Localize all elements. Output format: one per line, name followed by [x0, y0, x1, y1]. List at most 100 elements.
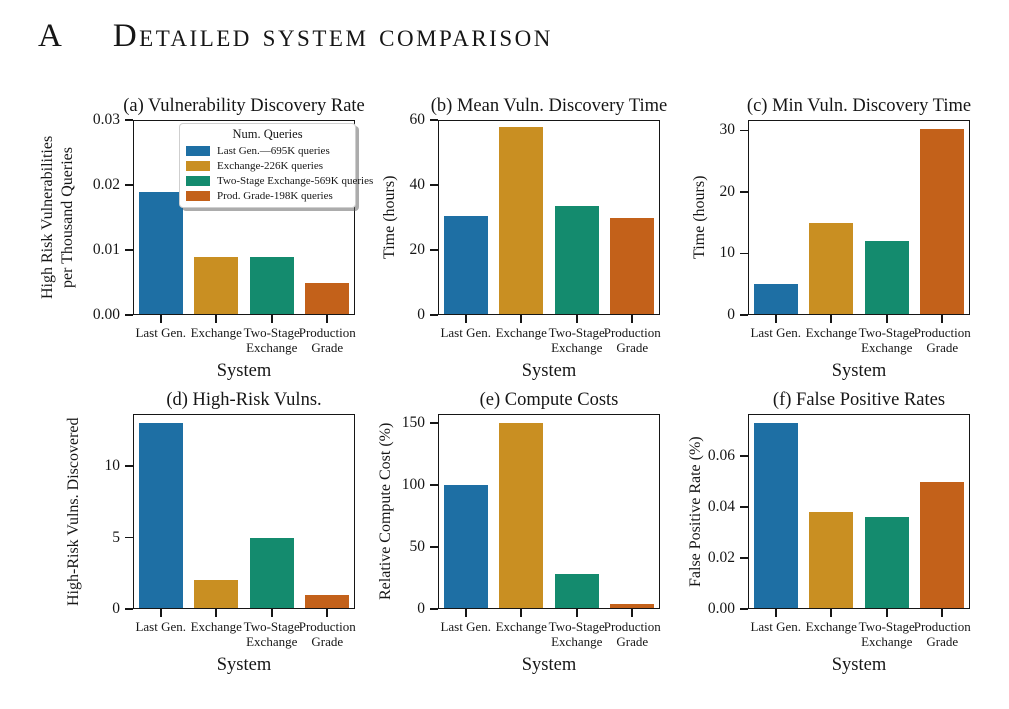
y-tick — [125, 184, 133, 186]
y-tick-label: 20 — [719, 182, 736, 200]
chart-a: (a) Vulnerability Discovery Rate High Ris… — [38, 94, 373, 386]
y-tick — [740, 314, 748, 316]
bar-e-3 — [610, 604, 655, 608]
y-tick-label: 0.01 — [92, 241, 120, 258]
x-tick-label: Last Gen. — [440, 619, 492, 634]
x-tick — [215, 609, 218, 617]
y-tick-label: 100 — [401, 476, 425, 494]
y-tick-label: 0 — [112, 600, 120, 617]
x-tick — [520, 609, 523, 617]
x-tick-label: Exchange — [805, 325, 857, 340]
chart-c: (c) Min Vuln. Discovery Time Time (hours)… — [680, 94, 976, 386]
legend-swatch — [186, 146, 210, 156]
y-tick — [740, 608, 748, 610]
x-tick — [464, 609, 467, 617]
x-tick — [774, 315, 777, 323]
y-axis-label: Time (hours) — [381, 175, 398, 260]
y-tick — [740, 191, 748, 193]
y-tick-label: 10 — [719, 244, 736, 262]
chart-title: (b) Mean Vuln. Discovery Time — [430, 96, 668, 116]
bar-f-1 — [809, 512, 854, 608]
x-axis-label: System — [216, 655, 272, 675]
x-tick-label: Production Grade — [603, 619, 661, 649]
x-tick-label: Two-Stage Exchange — [243, 325, 300, 355]
bar-d-1 — [194, 580, 239, 608]
x-tick-label: Last Gen. — [750, 325, 802, 340]
x-tick — [575, 315, 578, 323]
y-tick — [740, 557, 748, 559]
y-tick — [740, 129, 748, 132]
x-tick-label: Two-Stage Exchange — [548, 619, 605, 649]
y-tick — [125, 119, 133, 121]
legend-title: Num. Queries — [232, 127, 303, 141]
y-tick — [430, 314, 438, 316]
x-axis-label: System — [831, 655, 887, 675]
chart-f: (f) False Positive Rates False Positive R… — [680, 388, 976, 680]
x-axis-label: System — [831, 361, 887, 381]
y-tick — [430, 484, 438, 487]
y-tick-label: 0.02 — [707, 549, 735, 567]
x-tick — [830, 609, 833, 617]
bar-e-2 — [554, 574, 599, 608]
y-tick-label: 50 — [409, 538, 426, 556]
y-tick-label: 150 — [401, 414, 425, 432]
bar-d-2 — [249, 537, 294, 608]
section-label: A — [38, 18, 63, 54]
chart-title: (a) Vulnerability Discovery Rate — [123, 96, 365, 116]
bar-b-3 — [610, 217, 655, 314]
x-tick-label: Two-Stage Exchange — [243, 619, 300, 649]
legend-entry: Last Gen.—695K queries — [186, 145, 349, 157]
x-tick-label: Production Grade — [298, 619, 356, 649]
x-axis-label: System — [216, 361, 272, 381]
x-tick-label: Last Gen. — [750, 619, 802, 634]
legend-swatch — [186, 176, 210, 186]
section-heading: A Detailed system comparison — [38, 18, 553, 55]
x-tick — [159, 609, 162, 617]
y-tick-label: 0.00 — [92, 306, 120, 323]
y-tick-label: 0.04 — [707, 498, 735, 516]
y-tick-label: 60 — [409, 111, 426, 128]
x-tick — [774, 609, 777, 617]
chart-title: (d) High-Risk Vulns. — [166, 390, 322, 410]
bar-b-0 — [443, 215, 488, 314]
y-tick-label: 0 — [417, 600, 425, 617]
y-tick-label: 0 — [727, 306, 735, 323]
y-tick — [740, 455, 748, 458]
y-tick-label: 0.02 — [92, 176, 120, 193]
bar-a-0 — [138, 191, 183, 314]
x-tick-label: Production Grade — [603, 325, 661, 355]
y-tick-label: 10 — [104, 457, 121, 475]
x-tick — [270, 609, 273, 617]
y-tick — [125, 536, 133, 539]
x-tick — [631, 609, 634, 617]
x-tick-label: Exchange — [190, 325, 242, 340]
y-tick — [430, 422, 438, 425]
x-tick-label: Two-Stage Exchange — [858, 619, 915, 649]
chart-e: (e) Compute Costs Relative Compute Cost (… — [370, 388, 666, 680]
bar-c-2 — [864, 241, 909, 314]
y-tick-label: 20 — [409, 241, 426, 258]
bar-a-3 — [305, 282, 350, 314]
bar-c-3 — [920, 129, 965, 314]
x-tick — [885, 609, 888, 617]
bar-c-1 — [809, 222, 854, 314]
bar-d-3 — [305, 594, 350, 608]
x-tick — [464, 315, 467, 323]
y-tick — [740, 506, 748, 509]
legend-entry: Prod. Grade-198K queries — [186, 190, 349, 202]
chart-title: (f) False Positive Rates — [772, 390, 946, 410]
x-tick-label: Exchange — [805, 619, 857, 634]
x-tick — [326, 315, 329, 323]
legend-entry-label: Prod. Grade-198K queries — [217, 190, 333, 202]
x-tick — [941, 315, 944, 323]
y-tick-label: 30 — [719, 121, 736, 139]
bar-e-1 — [499, 423, 544, 608]
chart-title: (e) Compute Costs — [479, 390, 619, 410]
x-tick — [270, 315, 273, 323]
bar-f-3 — [920, 481, 965, 608]
y-tick — [740, 252, 748, 255]
x-tick — [830, 315, 833, 323]
x-tick-label: Exchange — [190, 619, 242, 634]
x-tick — [520, 315, 523, 323]
y-tick — [430, 546, 438, 548]
